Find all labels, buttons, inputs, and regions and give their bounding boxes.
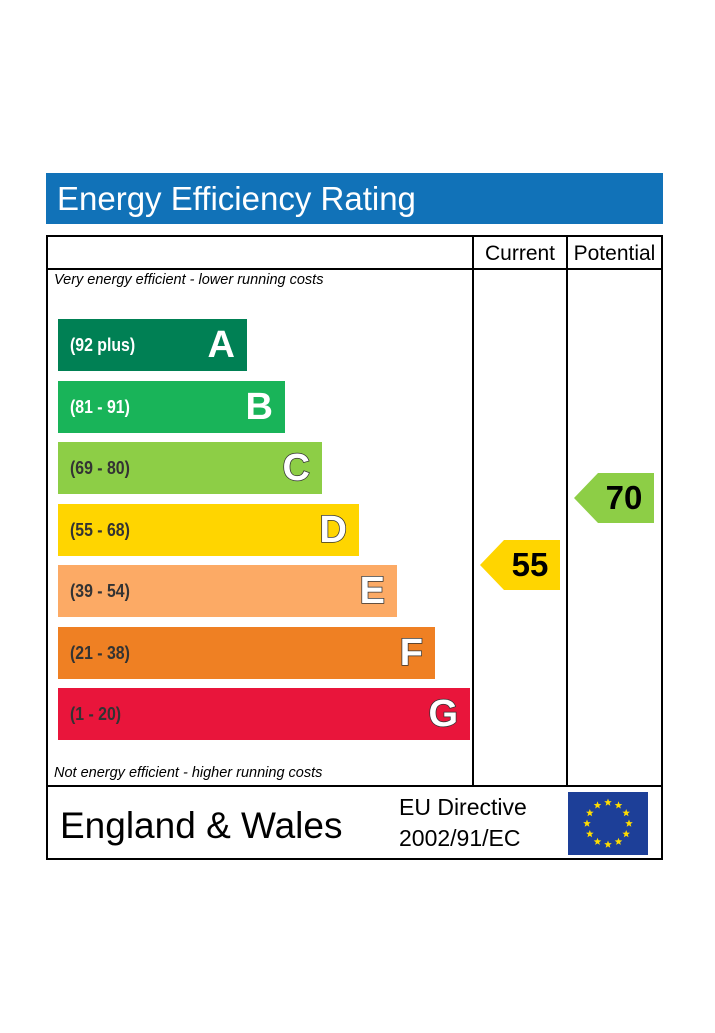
band-range-label: (69 - 80) bbox=[70, 458, 130, 478]
band-range-label: (39 - 54) bbox=[70, 581, 130, 601]
potential-rating-arrow-value: 70 bbox=[605, 479, 643, 517]
potential-rating-arrow: 70 bbox=[574, 473, 654, 524]
current-rating-arrow-value: 55 bbox=[511, 546, 549, 584]
band-range-label: (92 plus) bbox=[70, 335, 136, 355]
rating-band-g: (1 - 20) G bbox=[58, 688, 470, 740]
band-letter: F bbox=[399, 631, 424, 675]
potential-rating-arrow-shape bbox=[574, 473, 654, 524]
band-range-label: (21 - 38) bbox=[70, 642, 130, 663]
rating-band-b: (81 - 91) B bbox=[58, 380, 285, 433]
current-column-header: Current bbox=[484, 242, 556, 265]
potential-column-divider bbox=[566, 237, 568, 787]
rating-band-c: (69 - 80) C bbox=[58, 442, 322, 494]
current-rating-arrow-shape bbox=[480, 540, 560, 591]
band-letter: G bbox=[428, 692, 459, 736]
band-letter: E bbox=[359, 569, 386, 613]
directive-line-2: 2002/91/EC bbox=[399, 825, 521, 851]
chart-title: Energy Efficiency Rating bbox=[57, 180, 416, 217]
top-note: Very energy efficient - lower running co… bbox=[54, 272, 324, 288]
rating-band-e: (39 - 54) E bbox=[58, 565, 397, 617]
band-range-label: (55 - 68) bbox=[70, 519, 130, 540]
eu-directive-label: EU Directive 2002/91/EC bbox=[399, 792, 527, 854]
rating-header: Energy Efficiency Rating bbox=[46, 173, 663, 224]
rating-band-a: (92 plus) A bbox=[58, 319, 247, 371]
current-rating-arrow: 55 bbox=[480, 540, 560, 591]
header-row-divider bbox=[48, 268, 661, 270]
band-letter: D bbox=[319, 508, 348, 552]
eu-flag-icon bbox=[568, 792, 648, 855]
current-column-divider bbox=[472, 237, 474, 787]
bottom-note: Not energy efficient - higher running co… bbox=[54, 765, 323, 781]
potential-column-header: Potential bbox=[573, 242, 656, 265]
rating-frame: Current Potential Very energy efficient … bbox=[46, 235, 663, 860]
region-label: England & Wales bbox=[60, 805, 343, 846]
rating-band-f: (21 - 38) F bbox=[58, 626, 435, 679]
directive-line-1: EU Directive bbox=[399, 794, 527, 820]
band-letter: C bbox=[282, 446, 311, 490]
band-letter: B bbox=[245, 385, 273, 428]
band-range-label: (81 - 91) bbox=[70, 396, 130, 417]
band-range-label: (1 - 20) bbox=[70, 704, 122, 724]
rating-band-d: (55 - 68) D bbox=[58, 503, 359, 556]
footer-divider bbox=[48, 785, 661, 787]
band-letter: A bbox=[207, 324, 235, 366]
